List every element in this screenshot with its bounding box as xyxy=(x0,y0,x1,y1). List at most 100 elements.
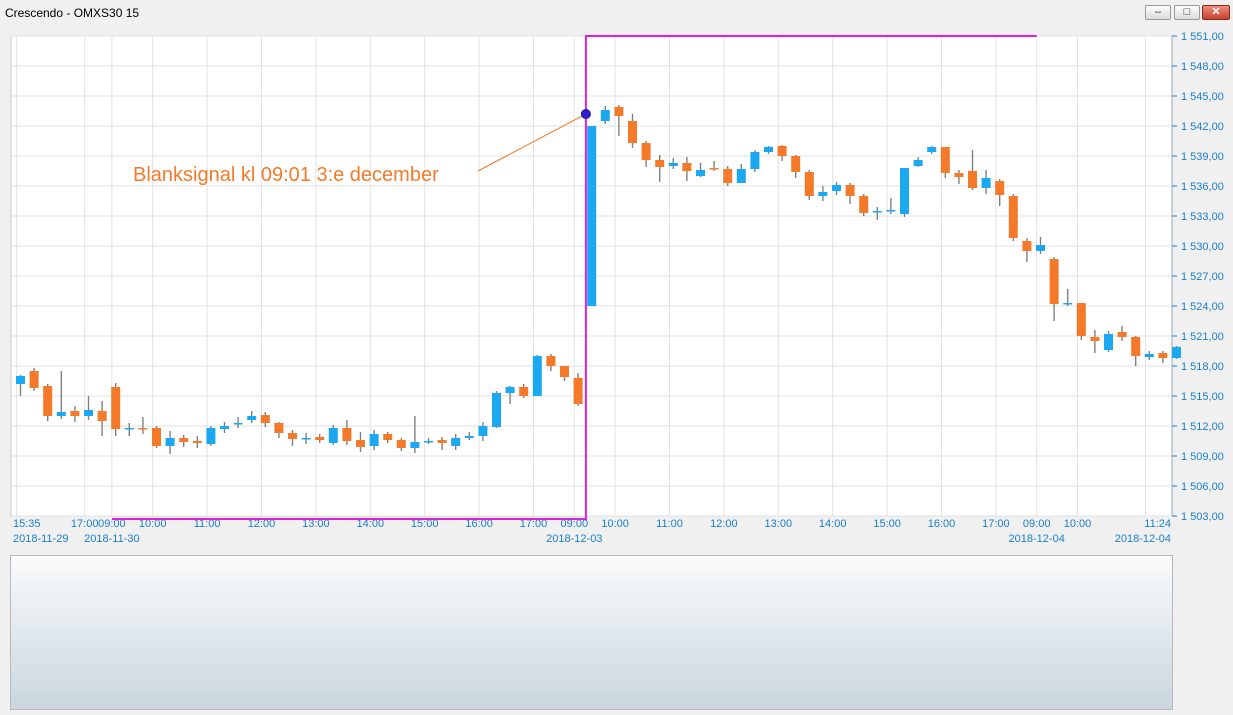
minimize-button[interactable]: – xyxy=(1145,5,1171,20)
candle-body xyxy=(764,147,773,152)
x-tick-date: 2018-11-29 xyxy=(13,533,68,545)
candle-body xyxy=(383,434,393,440)
candle-body xyxy=(872,211,882,213)
candle-body xyxy=(328,428,338,443)
minimize-icon: – xyxy=(1154,6,1162,18)
x-tick-time: 15:00 xyxy=(873,518,901,530)
candle-body xyxy=(492,393,501,427)
y-tick-label: 1 527,00 xyxy=(1181,271,1224,283)
candle-body xyxy=(437,440,447,443)
x-tick-time: 17:00 xyxy=(71,518,99,530)
price-chart[interactable]: 1 503,00 1 506,00 1 509,00 1 512,00 1 515,00… xyxy=(0,26,1233,551)
signal-marker-line xyxy=(111,35,1037,520)
candle-body xyxy=(886,210,896,212)
candle-body xyxy=(560,366,569,377)
candle-body xyxy=(995,181,1005,195)
candle-body xyxy=(124,428,134,430)
y-tick-label: 1 545,00 xyxy=(1181,91,1224,103)
y-tick-label: 1 542,00 xyxy=(1181,121,1224,133)
maximize-icon: □ xyxy=(1183,6,1191,18)
candle-body xyxy=(16,376,25,384)
candle-body xyxy=(546,356,556,366)
candle-body xyxy=(1172,347,1181,358)
candle-body xyxy=(1022,241,1032,251)
candle-body xyxy=(981,178,991,188)
candle-body xyxy=(342,428,352,441)
candle-body xyxy=(628,121,637,143)
y-tick-label: 1 521,00 xyxy=(1181,331,1224,343)
candle-body xyxy=(301,438,311,440)
y-tick-label: 1 533,00 xyxy=(1181,211,1224,223)
candle-body xyxy=(315,437,325,440)
x-tick-time: 13:00 xyxy=(302,518,330,530)
x-tick-date: 2018-12-04 xyxy=(1115,533,1171,545)
x-tick-time: 10:00 xyxy=(601,518,629,530)
candle-body xyxy=(832,185,841,191)
y-tick-label: 1 536,00 xyxy=(1181,181,1224,193)
x-tick-time: 15:00 xyxy=(411,518,439,530)
candle-body xyxy=(655,160,665,167)
candle-body xyxy=(464,436,474,438)
y-tick-label: 1 509,00 xyxy=(1181,451,1224,463)
candle-body xyxy=(940,147,950,173)
candle-body xyxy=(913,160,923,166)
candle-body xyxy=(859,196,869,213)
x-tick-time: 17:00 xyxy=(982,518,1010,530)
candle-body xyxy=(968,171,977,188)
candle-body xyxy=(614,107,624,116)
y-tick-label: 1 539,00 xyxy=(1181,151,1224,163)
close-button[interactable]: ✕ xyxy=(1202,5,1230,20)
candle-body xyxy=(274,423,284,433)
candle-body xyxy=(369,434,379,446)
candle-body xyxy=(1008,196,1018,238)
annotation-label: Blanksignal kl 09:01 3:e december xyxy=(133,164,439,186)
candle-body xyxy=(750,152,760,169)
candle-body xyxy=(573,378,583,404)
candle-body xyxy=(424,441,433,443)
window-title: Crescendo - OMXS30 15 xyxy=(5,6,140,20)
y-tick-label: 1 524,00 xyxy=(1181,301,1224,313)
signal-dot xyxy=(580,109,591,119)
x-tick-date: 2018-11-30 xyxy=(84,533,139,545)
x-tick-time: 11:00 xyxy=(194,518,221,530)
maximize-button[interactable]: □ xyxy=(1174,5,1200,20)
x-tick-time: 14:00 xyxy=(357,518,385,530)
x-tick-time: 12:00 xyxy=(248,518,276,530)
x-tick-time: 11:00 xyxy=(656,518,683,530)
x-tick-time: 12:00 xyxy=(710,518,738,530)
candle-body xyxy=(206,428,216,444)
candle-body xyxy=(1131,337,1141,356)
candle-body xyxy=(927,147,937,152)
x-tick-time: 09:00 xyxy=(98,518,126,530)
candle-body xyxy=(954,173,964,177)
close-icon: ✕ xyxy=(1211,6,1221,18)
candle-body xyxy=(1036,245,1045,251)
candle-body xyxy=(1090,337,1100,341)
window-titlebar: Crescendo - OMXS30 15 – □ ✕ xyxy=(0,0,1233,26)
x-tick-time: 09:00 xyxy=(1023,518,1051,530)
candle-body xyxy=(179,438,189,442)
candle-body xyxy=(600,110,610,121)
indicator-panel xyxy=(10,555,1173,710)
candle-body xyxy=(641,143,651,160)
candle-body xyxy=(56,412,66,416)
candle-body xyxy=(532,356,542,396)
candle-body xyxy=(777,146,787,156)
candle-body xyxy=(84,410,93,416)
y-tick-label: 1 503,00 xyxy=(1181,511,1224,523)
candle-body xyxy=(900,168,909,214)
candle-body xyxy=(723,169,733,183)
y-tick-label: 1 515,00 xyxy=(1181,391,1224,403)
candle-body xyxy=(1104,334,1113,350)
y-tick-label: 1 506,00 xyxy=(1181,481,1224,493)
candle-body xyxy=(247,416,257,420)
x-tick-date: 2018-12-04 xyxy=(1009,533,1065,545)
candle-body xyxy=(97,411,107,421)
candle-body xyxy=(1144,354,1154,357)
candle-body xyxy=(587,126,597,306)
x-tick-time: 17:00 xyxy=(520,518,548,530)
candle-body xyxy=(165,438,175,446)
candle-body xyxy=(1063,303,1073,305)
y-tick-label: 1 548,00 xyxy=(1181,61,1224,73)
candle-body xyxy=(845,185,855,196)
